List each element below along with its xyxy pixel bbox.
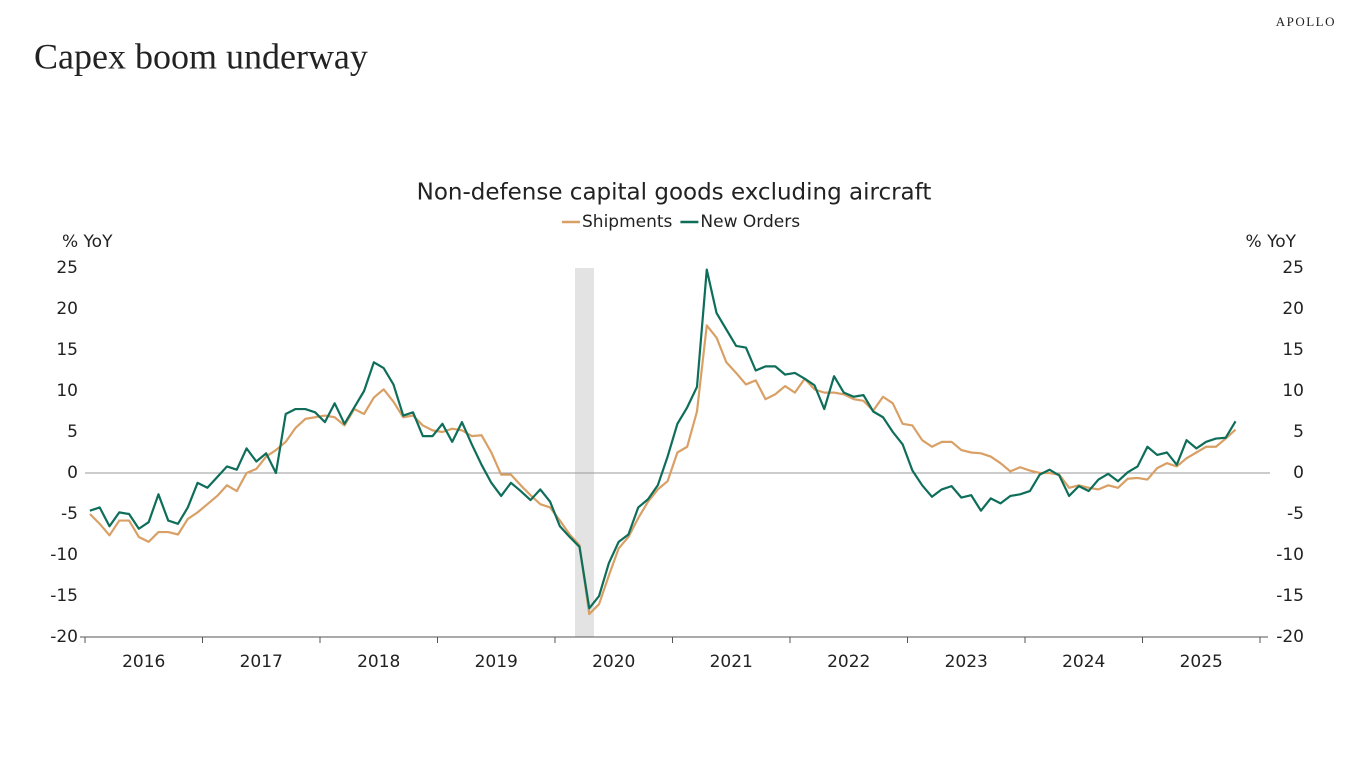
y-tick-label: -20 [50, 627, 78, 647]
y-tick-label: 25 [56, 258, 78, 278]
x-tick-label: 2016 [122, 652, 165, 672]
y2-tick-label: 20 [1282, 299, 1304, 319]
y-tick-label: 20 [56, 299, 78, 319]
x-tick-label: 2024 [1062, 652, 1105, 672]
y2-tick-label: 15 [1282, 340, 1304, 360]
y2-tick-label: 5 [1293, 422, 1304, 442]
y2-tick-label: 25 [1282, 258, 1304, 278]
y-tick-label: -10 [50, 545, 78, 565]
x-tick-label: 2019 [475, 652, 518, 672]
x-tick-label: 2023 [945, 652, 988, 672]
x-tick-label: 2022 [827, 652, 870, 672]
y-tick-label: 0 [67, 463, 78, 483]
headline: Capex boom underway [34, 36, 368, 76]
y2-tick-label: -5 [1287, 504, 1304, 524]
y-tick-label: 10 [56, 381, 78, 401]
y2-tick-label: -10 [1276, 545, 1304, 565]
chart-title: Non-defense capital goods excluding airc… [417, 180, 932, 206]
y-axis-label: % YoY [62, 232, 113, 252]
legend-label: New Orders [700, 212, 800, 232]
x-tick-label: 2017 [240, 652, 283, 672]
y2-tick-label: 0 [1293, 463, 1304, 483]
y2-tick-label: 10 [1282, 381, 1304, 401]
x-tick-label: 2021 [710, 652, 753, 672]
x-tick-label: 2025 [1180, 652, 1223, 672]
y-tick-label: 5 [67, 422, 78, 442]
y-tick-label: -15 [50, 586, 78, 606]
y2-tick-label: -15 [1276, 586, 1304, 606]
y2-axis-label: % YoY [1246, 232, 1297, 252]
series-line [89, 268, 1237, 610]
legend-label: Shipments [582, 212, 673, 232]
x-tick-label: 2018 [357, 652, 400, 672]
brand: APOLLO [1276, 14, 1336, 29]
y-tick-label: 15 [56, 340, 78, 360]
y-tick-label: -5 [61, 504, 78, 524]
x-tick-label: 2020 [592, 652, 635, 672]
y2-tick-label: -20 [1276, 627, 1304, 647]
